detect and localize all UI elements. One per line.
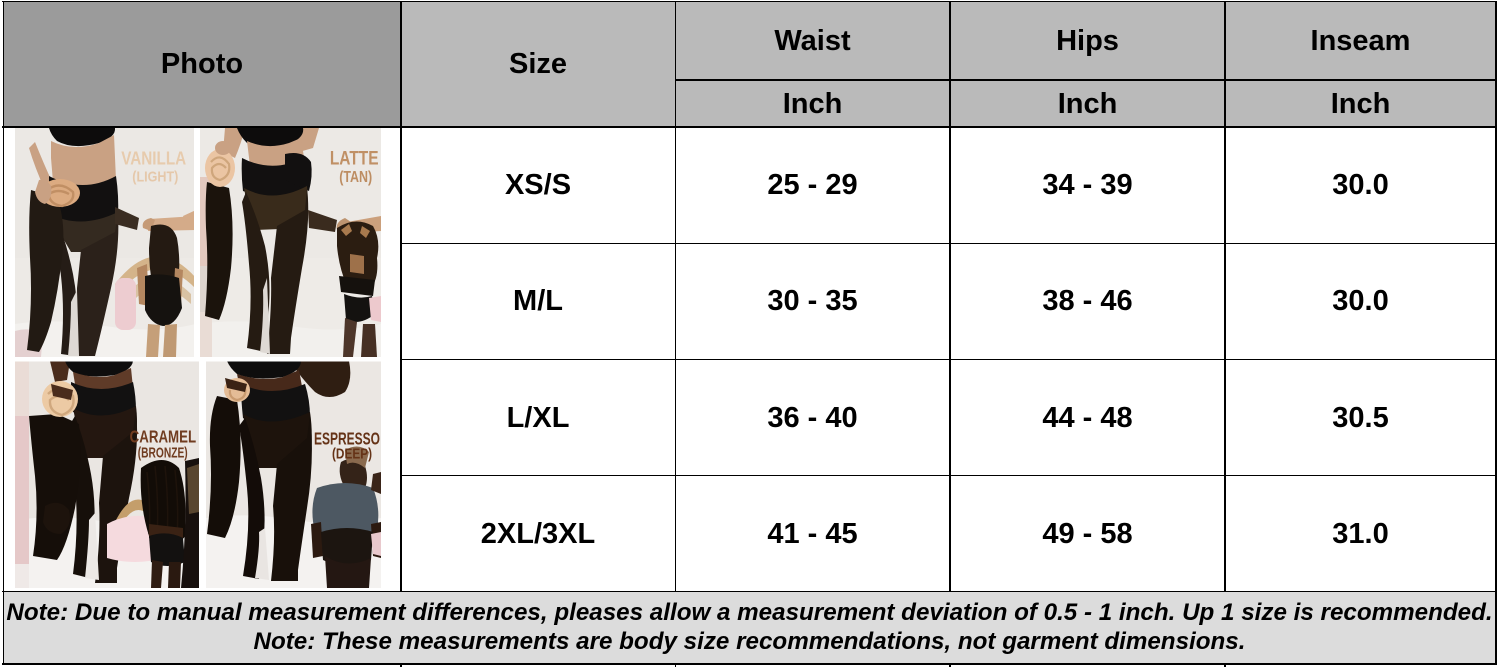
svg-text:CARAMEL: CARAMEL bbox=[130, 426, 197, 446]
svg-text:(LIGHT): (LIGHT) bbox=[132, 168, 178, 185]
svg-text:(TAN): (TAN) bbox=[339, 169, 372, 186]
svg-text:(DEEP): (DEEP) bbox=[332, 445, 372, 462]
svg-text:VANILLA: VANILLA bbox=[121, 148, 186, 168]
svg-text:ESPRESSO: ESPRESSO bbox=[314, 428, 380, 448]
svg-text:LATTE: LATTE bbox=[330, 148, 379, 169]
svg-text:(BRONZE): (BRONZE) bbox=[138, 444, 188, 461]
